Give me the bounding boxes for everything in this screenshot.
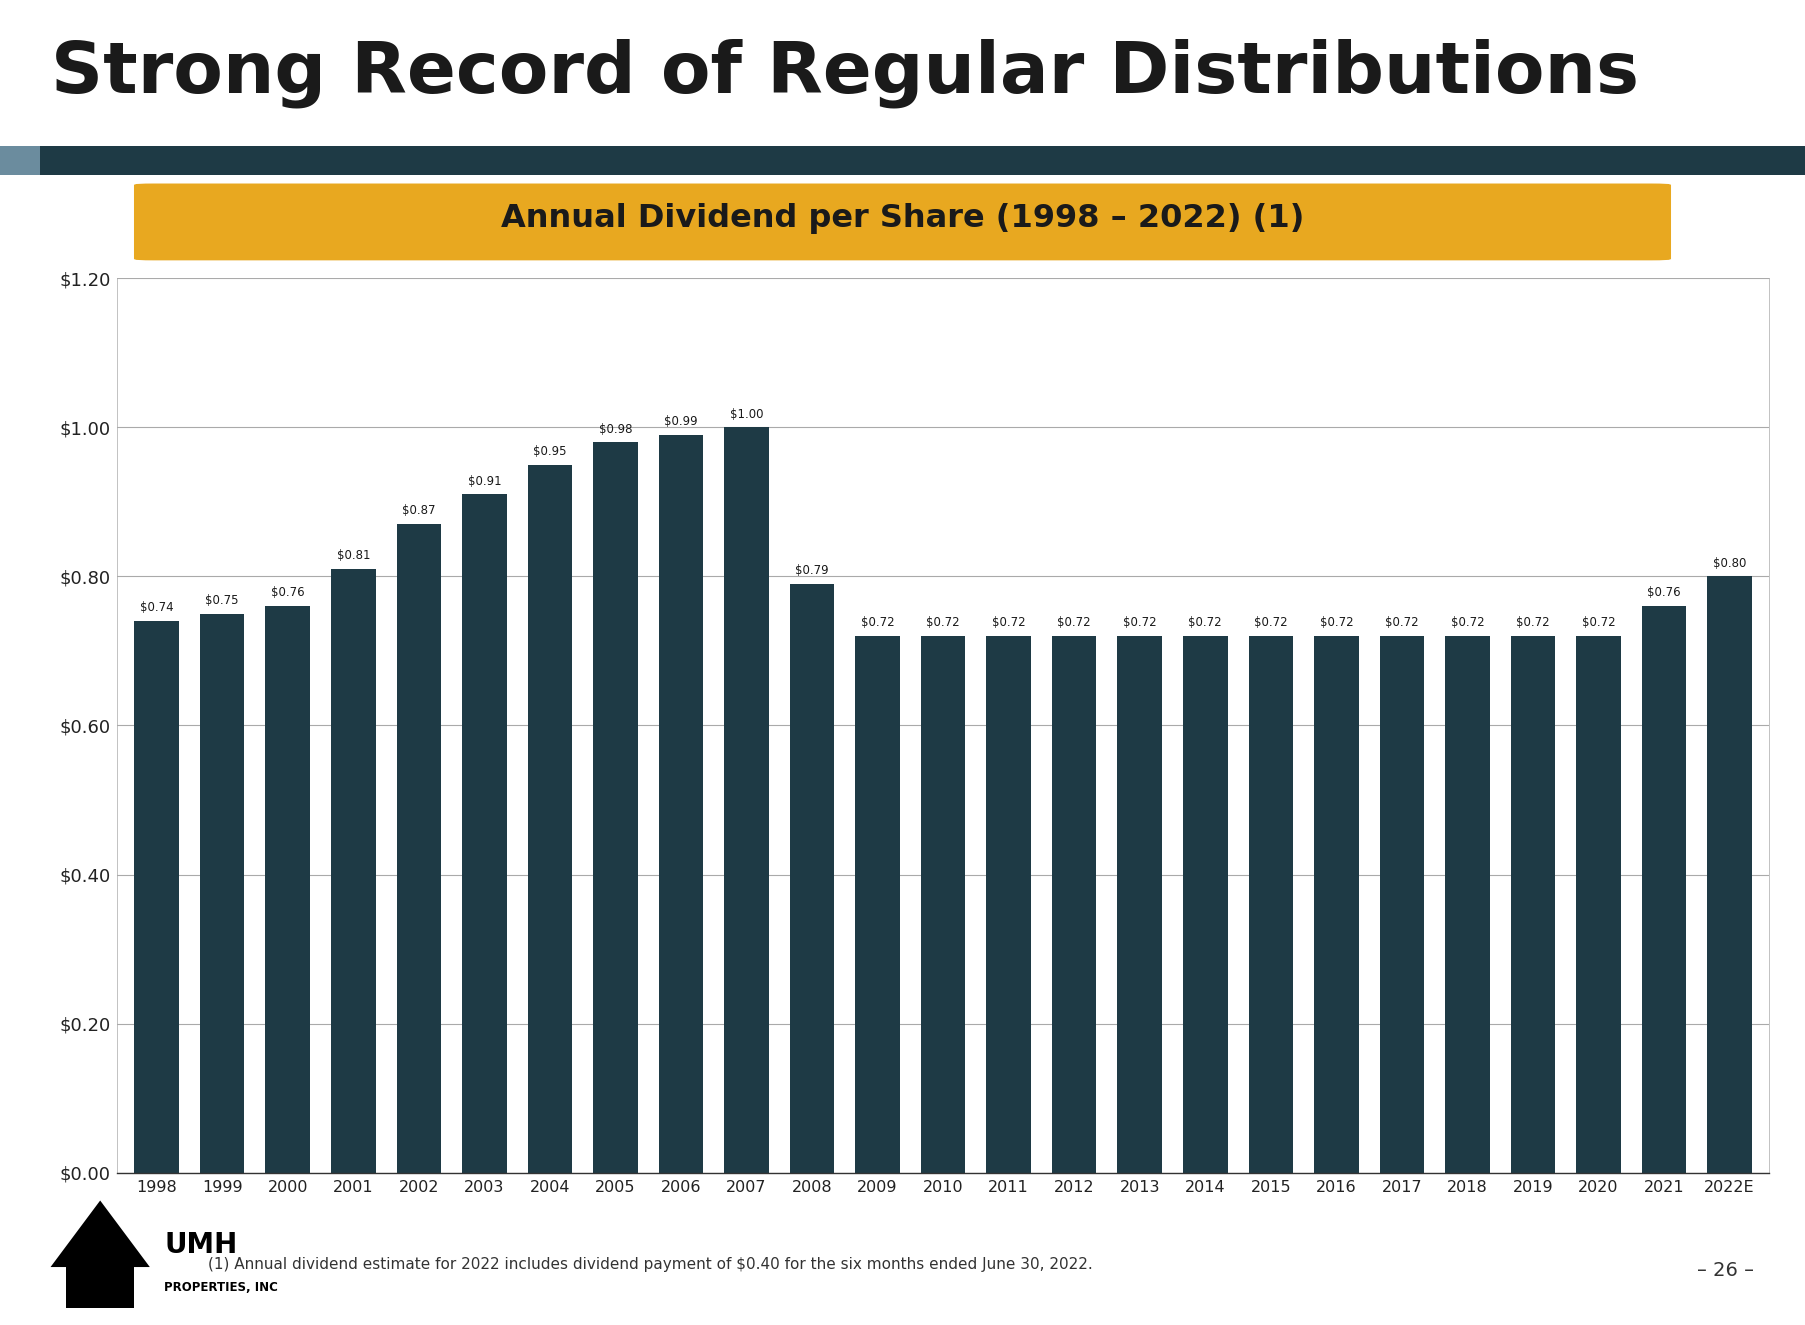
Bar <box>462 494 507 1173</box>
Bar <box>724 427 769 1173</box>
Bar <box>200 613 244 1173</box>
Bar <box>0 146 40 175</box>
Bar <box>1643 607 1686 1173</box>
Bar <box>1511 636 1556 1173</box>
Text: $0.72: $0.72 <box>991 616 1025 629</box>
Bar <box>397 525 440 1173</box>
Text: $0.72: $0.72 <box>1581 616 1615 629</box>
Bar <box>1708 576 1753 1173</box>
Text: (1) Annual dividend estimate for 2022 includes dividend payment of $0.40 for the: (1) Annual dividend estimate for 2022 in… <box>208 1257 1092 1272</box>
Bar <box>1052 636 1096 1173</box>
Bar <box>1117 636 1162 1173</box>
Text: Annual Dividend per Share (1998 – 2022) (1): Annual Dividend per Share (1998 – 2022) … <box>500 203 1305 235</box>
Text: $0.72: $0.72 <box>1058 616 1090 629</box>
Bar <box>1379 636 1424 1173</box>
Text: $0.72: $0.72 <box>1254 616 1287 629</box>
Text: $0.98: $0.98 <box>599 423 632 436</box>
Text: $0.72: $0.72 <box>1188 616 1222 629</box>
Text: $0.76: $0.76 <box>1648 587 1680 599</box>
Text: $0.79: $0.79 <box>796 564 828 578</box>
Text: $0.87: $0.87 <box>403 505 435 518</box>
Text: – 26 –: – 26 – <box>1697 1261 1754 1280</box>
Bar <box>1314 636 1359 1173</box>
Bar <box>527 465 572 1173</box>
Text: $0.72: $0.72 <box>1123 616 1157 629</box>
Bar <box>921 636 966 1173</box>
Text: PROPERTIES, INC: PROPERTIES, INC <box>164 1281 278 1295</box>
Bar <box>659 435 704 1173</box>
Bar <box>791 584 834 1173</box>
Text: $0.76: $0.76 <box>271 587 305 599</box>
Bar <box>1576 636 1621 1173</box>
Text: UMH: UMH <box>164 1231 238 1259</box>
Text: Strong Record of Regular Distributions: Strong Record of Regular Distributions <box>51 38 1639 109</box>
Bar <box>1249 636 1292 1173</box>
Text: $0.72: $0.72 <box>1319 616 1354 629</box>
Text: $0.72: $0.72 <box>861 616 895 629</box>
Text: $1.00: $1.00 <box>729 408 764 420</box>
Text: $0.99: $0.99 <box>664 415 699 428</box>
Text: $0.72: $0.72 <box>926 616 960 629</box>
FancyBboxPatch shape <box>135 186 1670 258</box>
Bar <box>330 568 375 1173</box>
Text: $0.74: $0.74 <box>139 602 173 615</box>
Bar <box>594 443 637 1173</box>
Text: $0.80: $0.80 <box>1713 556 1745 570</box>
Bar <box>1182 636 1227 1173</box>
Text: $0.72: $0.72 <box>1384 616 1419 629</box>
Bar <box>134 621 179 1173</box>
Text: $0.72: $0.72 <box>1451 616 1484 629</box>
Bar <box>1446 636 1489 1173</box>
Bar <box>856 636 901 1173</box>
Bar <box>986 636 1031 1173</box>
Text: $0.81: $0.81 <box>336 550 370 562</box>
Polygon shape <box>51 1200 150 1267</box>
Bar <box>265 607 310 1173</box>
Text: $0.95: $0.95 <box>532 445 567 458</box>
Text: $0.72: $0.72 <box>1516 616 1550 629</box>
Text: $0.75: $0.75 <box>206 594 238 607</box>
Bar <box>67 1263 134 1308</box>
Text: $0.91: $0.91 <box>467 474 502 488</box>
